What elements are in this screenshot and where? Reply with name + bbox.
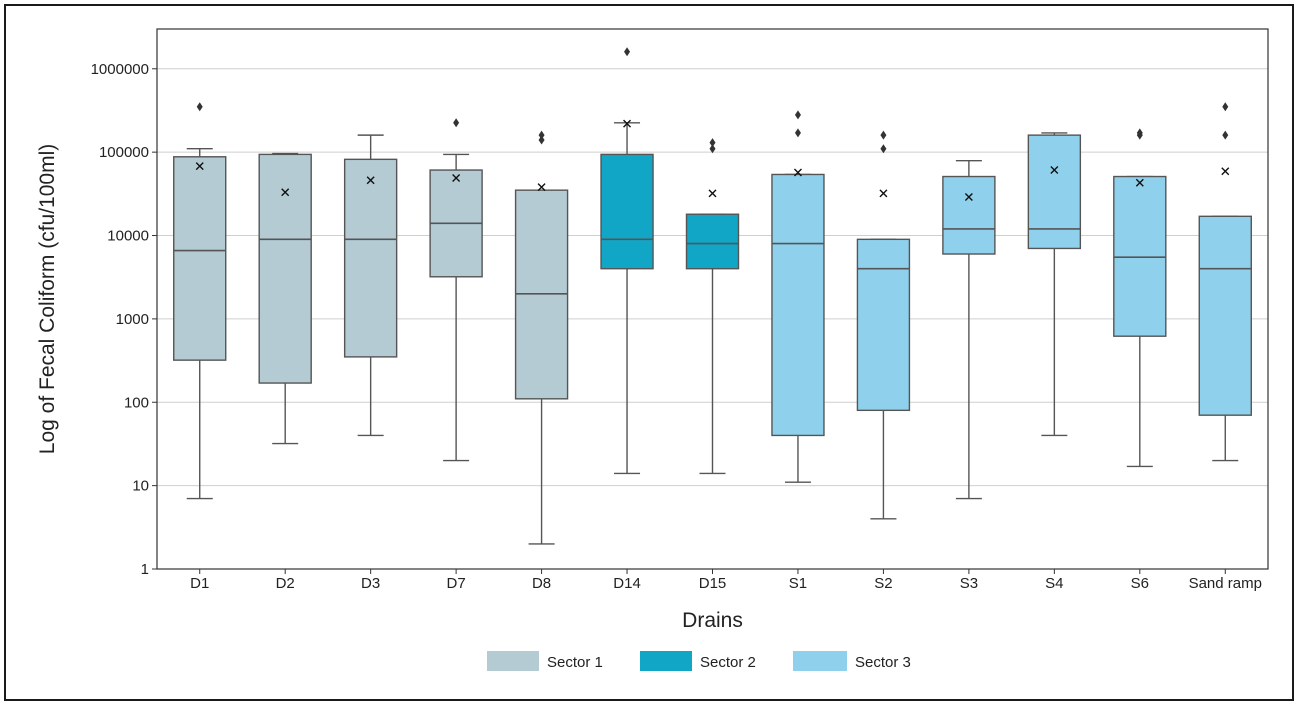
y-tick-label: 10000 <box>107 228 149 245</box>
x-tick-label: D3 <box>361 575 380 592</box>
outlier-point <box>709 138 716 148</box>
x-tick-label: D1 <box>190 575 209 592</box>
legend-swatch <box>793 651 847 671</box>
outlier-point <box>1136 128 1143 138</box>
outlier-point <box>794 128 801 138</box>
mean-marker <box>1050 166 1059 175</box>
box-d14 <box>600 47 654 475</box>
y-axis-ticks: 1 10 100 1000 10000 100000 1000000 <box>91 61 157 578</box>
iqr-box <box>258 153 312 384</box>
x-tick-label: D7 <box>447 575 466 592</box>
x-axis-ticks: D1 D2 D3 D7 D8 D14 D15 S1 S2 S3 S4 S6 Sand ramp <box>190 569 1262 592</box>
y-tick-label: 1000 <box>116 311 149 328</box>
mean-marker <box>623 119 632 128</box>
iqr-box <box>942 175 996 255</box>
mean-marker <box>879 189 888 198</box>
outlier-point <box>709 144 716 154</box>
outlier-point <box>624 47 631 57</box>
outlier-point <box>453 118 460 128</box>
mean-marker <box>793 168 802 177</box>
mean-marker <box>964 192 973 201</box>
y-tick-label: 100 <box>124 394 149 411</box>
mean-marker <box>537 183 546 192</box>
iqr-box <box>1027 134 1082 250</box>
iqr-box <box>856 238 911 412</box>
y-tick-label: 10 <box>132 478 149 495</box>
y-tick-label: 100000 <box>99 144 149 161</box>
boxes <box>173 47 1252 545</box>
x-tick-label: S3 <box>960 575 978 592</box>
legend-swatch <box>487 651 539 671</box>
box-s2 <box>856 130 911 520</box>
box-s3 <box>942 159 996 500</box>
legend-label: Sector 3 <box>855 654 911 671</box>
outlier-point <box>1222 130 1229 140</box>
box-d7 <box>429 118 483 462</box>
box-d3 <box>343 134 398 437</box>
x-tick-label: D14 <box>613 575 641 592</box>
outlier-point <box>538 130 545 140</box>
mean-marker <box>281 188 290 197</box>
iqr-box <box>1198 215 1252 416</box>
y-tick-label: 1000000 <box>91 61 149 78</box>
figure-frame <box>4 4 1294 701</box>
gridlines <box>157 68 1268 487</box>
x-tick-label: S1 <box>789 575 807 592</box>
box-d2 <box>258 152 312 445</box>
y-axis-title: Log of Fecal Coliform (cfu/100ml) <box>36 144 59 454</box>
x-tick-label: Sand ramp <box>1189 575 1262 592</box>
x-tick-label: D8 <box>532 575 551 592</box>
y-tick-label: 1 <box>141 561 149 578</box>
legend-swatch <box>640 651 692 671</box>
mean-marker <box>366 176 375 185</box>
outlier-point <box>880 144 887 154</box>
legend-label: Sector 1 <box>547 654 603 671</box>
iqr-box <box>600 153 654 270</box>
x-tick-label: D2 <box>276 575 295 592</box>
outlier-point <box>794 110 801 120</box>
mean-marker <box>1221 167 1230 176</box>
box-s6 <box>1113 128 1167 468</box>
mean-marker <box>708 189 717 198</box>
outlier-point <box>538 135 545 145</box>
iqr-box <box>1113 175 1167 337</box>
box-d1 <box>173 102 227 500</box>
iqr-box <box>173 156 227 361</box>
mean-marker <box>452 173 461 182</box>
x-tick-label: S6 <box>1131 575 1149 592</box>
box-s4 <box>1027 132 1082 437</box>
box-d8 <box>514 130 569 545</box>
legend-label: Sector 2 <box>700 654 756 671</box>
legend: Sector 1 Sector 2 Sector 3 <box>487 651 911 671</box>
mean-marker <box>1135 178 1144 187</box>
x-axis-title: Drains <box>682 609 743 632</box>
box-d15 <box>685 138 740 475</box>
outlier-point <box>1222 102 1229 112</box>
iqr-box <box>343 158 398 358</box>
x-tick-label: D15 <box>699 575 727 592</box>
iqr-box <box>771 173 825 437</box>
iqr-box <box>685 213 740 270</box>
x-tick-label: S2 <box>874 575 892 592</box>
x-tick-label: S4 <box>1045 575 1063 592</box>
outlier-point <box>196 102 203 112</box>
outlier-point <box>880 130 887 140</box>
box-s1 <box>771 110 825 483</box>
box-sand-ramp <box>1198 102 1252 462</box>
mean-marker <box>195 162 204 171</box>
